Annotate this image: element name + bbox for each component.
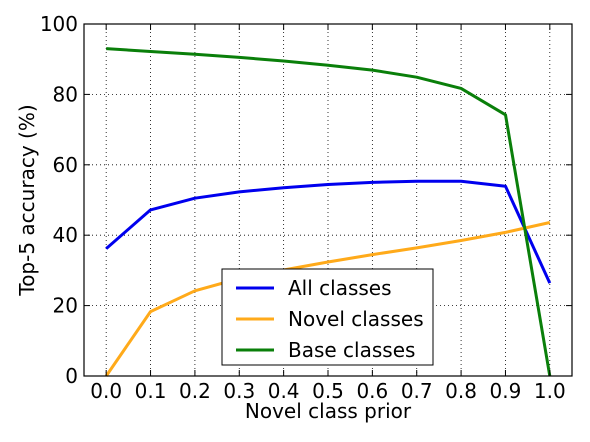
series-line-all-classes	[105, 179, 552, 284]
y-tick-label: 100	[40, 12, 78, 36]
x-tick-label: 0.9	[490, 379, 522, 403]
x-tick-label: 0.2	[179, 379, 211, 403]
x-tick-label: 0.7	[401, 379, 433, 403]
series-line-novel-classes	[104, 221, 551, 377]
y-tick-label: 60	[53, 153, 78, 177]
legend-label: All classes	[288, 276, 392, 300]
x-tick-label: 1.0	[534, 379, 566, 403]
legend: All classes Novel classes Base classes	[221, 268, 434, 366]
legend-label: Novel classes	[288, 307, 424, 331]
x-tick-label: 0.1	[135, 379, 167, 403]
y-tick-label: 80	[53, 82, 78, 106]
x-tick-label: 0.5	[312, 379, 344, 403]
x-tick-label: 0.8	[445, 379, 477, 403]
x-tick-label: 0.4	[268, 379, 300, 403]
axis-ticks: 0.0 0.1 0.2 0.3 0.4 0.5 0.6 0.7 0.8 0.9 1.0 0 20 40 60…	[40, 12, 572, 403]
x-tick-label: 0.6	[356, 379, 388, 403]
x-tick-label: 0.3	[223, 379, 255, 403]
y-tick-label: 20	[53, 294, 78, 318]
series-lines	[104, 47, 552, 377]
y-tick-label: 40	[53, 223, 78, 247]
x-axis-title: Novel class prior	[245, 399, 412, 423]
y-axis-title: Top-5 accuracy (%)	[15, 104, 39, 296]
legend-label: Base classes	[288, 338, 415, 362]
y-tick-label: 0	[65, 364, 78, 388]
x-tick-label: 0.0	[90, 379, 122, 403]
series-line-base-classes	[106, 47, 552, 377]
